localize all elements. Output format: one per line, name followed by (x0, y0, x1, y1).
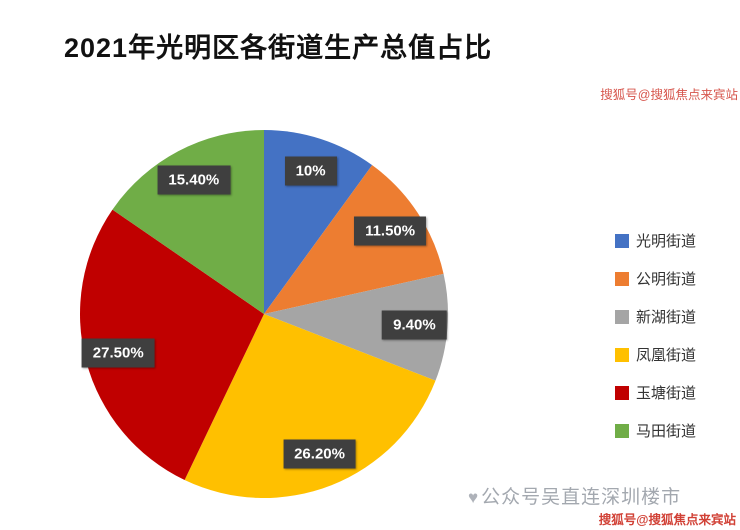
legend-label: 新湖街道 (636, 309, 697, 326)
chart-title: 2021年光明区各街道生产总值占比 (64, 33, 493, 63)
legend-swatch-icon (615, 423, 629, 438)
watermark-bottom-right: 搜狐号@搜狐焦点来宾站 (598, 513, 736, 527)
watermark-top-right: 搜狐号@搜狐焦点来宾站 (600, 88, 738, 102)
pie-value-label-凤凰街道: 26.20% (283, 439, 356, 469)
legend-label: 凤凰街道 (636, 347, 697, 364)
pie-value-label-公明街道: 11.50% (354, 216, 427, 246)
legend-item-新湖街道[interactable]: 新湖街道 (615, 306, 696, 327)
legend-item-光明街道[interactable]: 光明街道 (615, 230, 696, 251)
pie-slice-凤凰街道[interactable] (184, 314, 436, 498)
legend-item-凤凰街道[interactable]: 凤凰街道 (615, 344, 696, 365)
legend-swatch-icon (615, 233, 629, 248)
watermark-center: ♥ 公众号吴直连深圳楼市 (468, 482, 681, 509)
legend-label: 玉塘街道 (636, 385, 697, 402)
pie-value-label-光明街道: 10% (284, 156, 337, 185)
legend: 光明街道公明街道新湖街道凤凰街道玉塘街道马田街道 (615, 230, 696, 441)
legend-item-马田街道[interactable]: 马田街道 (615, 420, 696, 441)
legend-label: 公明街道 (636, 271, 697, 288)
pie-slice-玉塘街道[interactable] (79, 209, 264, 480)
watermark-heart-icon: ♥ (468, 488, 480, 507)
legend-label: 光明街道 (636, 233, 697, 250)
legend-item-公明街道[interactable]: 公明街道 (615, 268, 696, 289)
pie-value-label-玉塘街道: 27.50% (81, 338, 155, 368)
pie-slice-公明街道[interactable] (264, 165, 444, 314)
legend-item-玉塘街道[interactable]: 玉塘街道 (615, 382, 696, 403)
pie-value-label-马田街道: 15.40% (157, 165, 231, 195)
legend-swatch-icon (615, 385, 629, 400)
watermark-center-text: 公众号吴直连深圳楼市 (481, 487, 682, 508)
legend-swatch-icon (615, 309, 629, 324)
legend-swatch-icon (615, 347, 629, 362)
legend-label: 马田街道 (636, 423, 697, 440)
pie-value-label-新湖街道: 9.40% (382, 310, 447, 340)
legend-swatch-icon (615, 271, 629, 286)
pie-slice-新湖街道[interactable] (264, 273, 449, 381)
